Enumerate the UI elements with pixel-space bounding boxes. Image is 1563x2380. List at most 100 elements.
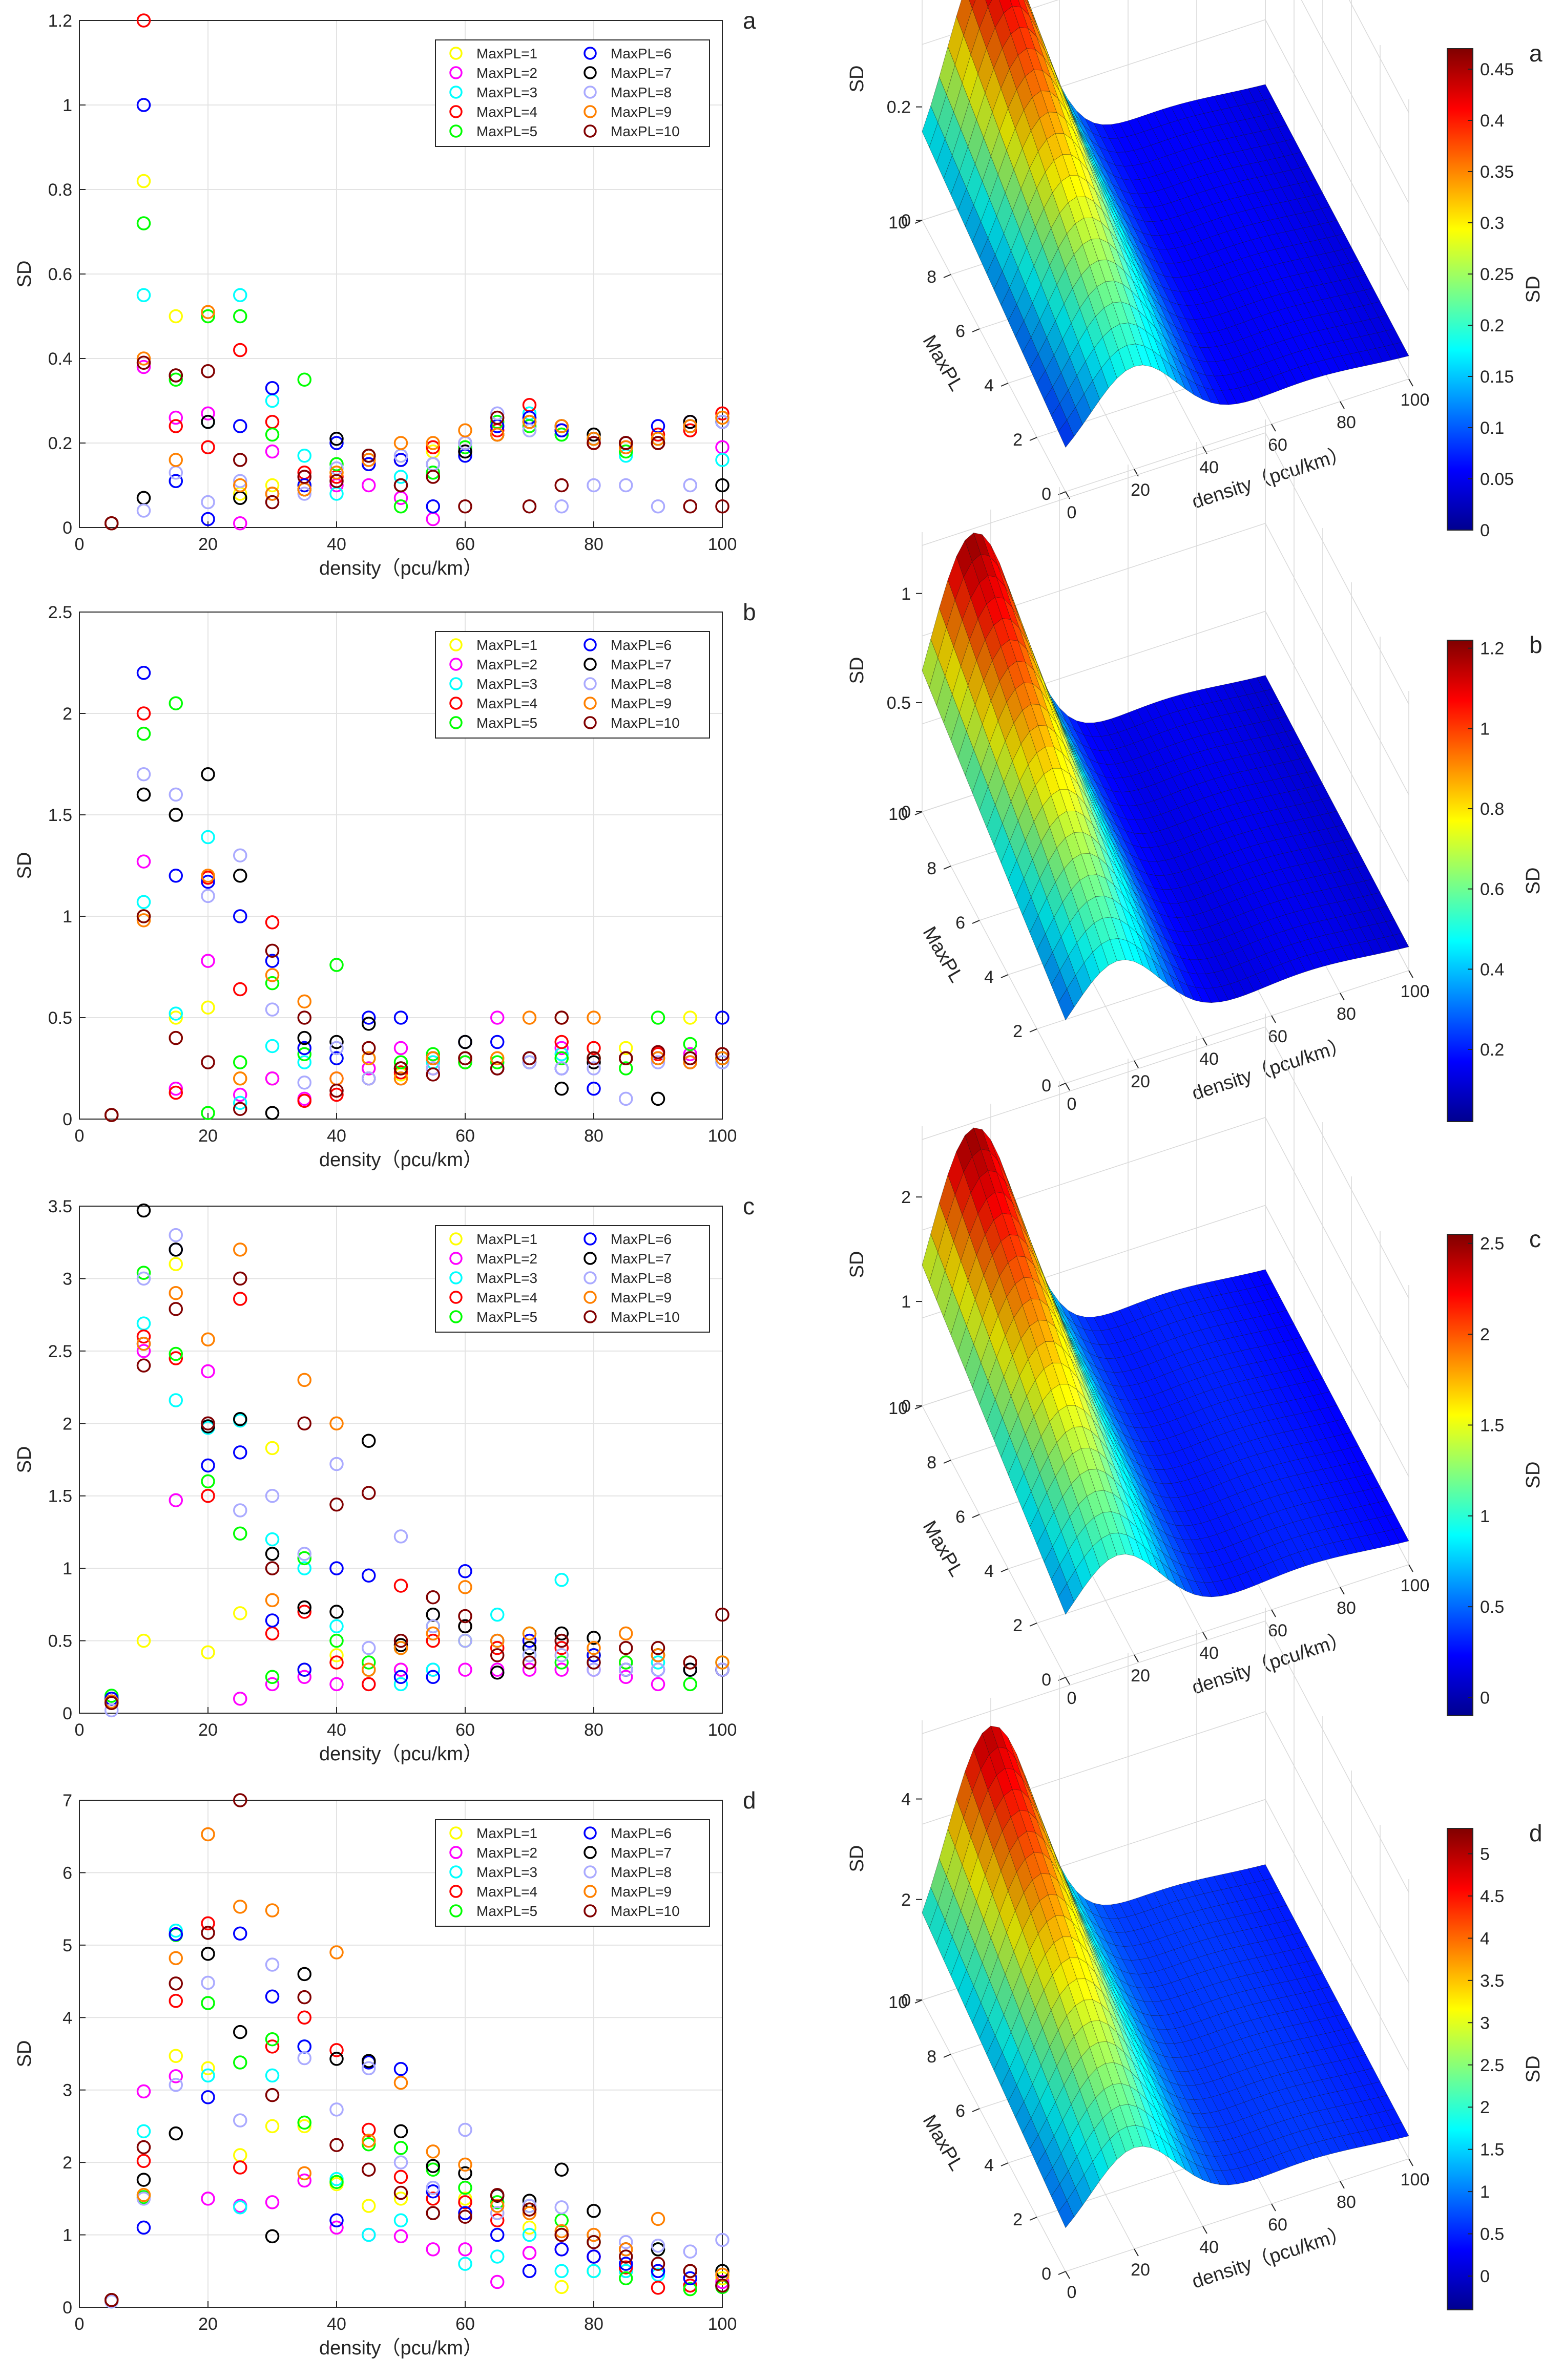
y-tick-label: 6 — [62, 1863, 72, 1883]
y-tick-label: 0 — [62, 1110, 72, 1129]
z-tick-label: 1 — [901, 584, 911, 604]
data-point — [265, 915, 280, 930]
legend-entry: MaxPL=10 — [611, 1309, 680, 1325]
colorbar-tick-label: 1.2 — [1480, 639, 1504, 659]
data-point — [201, 495, 215, 510]
legend-marker — [583, 677, 597, 690]
data-point — [587, 1051, 601, 1065]
x-tick — [1065, 2271, 1070, 2279]
x-tick-label: 60 — [455, 1720, 475, 1740]
data-point — [265, 381, 280, 395]
data-point — [715, 406, 730, 420]
data-point — [587, 478, 601, 493]
data-point — [136, 360, 151, 374]
data-point — [362, 1051, 376, 1065]
data-point — [362, 478, 376, 493]
legend-entry: MaxPL=9 — [611, 1884, 672, 1900]
data-point — [587, 1081, 601, 1096]
legend-entry: MaxPL=7 — [611, 657, 672, 672]
z-tick-label: 0.5 — [887, 693, 911, 713]
data-point — [683, 1051, 697, 1065]
x-tick-label: 80 — [1337, 1004, 1356, 1024]
data-point — [297, 372, 311, 387]
data-point — [715, 1055, 730, 1069]
legend-entry: MaxPL=2 — [476, 65, 537, 81]
data-point — [169, 419, 183, 433]
data-point — [393, 478, 408, 493]
data-point — [683, 1037, 697, 1051]
y-tick — [1029, 1623, 1037, 1627]
data-point — [393, 436, 408, 450]
legend-box — [435, 39, 710, 147]
data-point — [329, 466, 344, 480]
data-point — [683, 1055, 697, 1069]
data-point — [490, 406, 505, 420]
y-tick-label: 0.4 — [48, 349, 72, 369]
surface-patch — [1392, 342, 1409, 359]
y-tick — [943, 1460, 951, 1464]
legend-entry: MaxPL=5 — [476, 1903, 537, 1919]
z-axis-label: SD — [846, 657, 868, 684]
data-point — [136, 98, 151, 112]
data-point — [136, 895, 151, 910]
x-axis-label: density（pcu/km） — [319, 2337, 483, 2359]
legend-entry: MaxPL=2 — [476, 1251, 537, 1267]
colorbar-tick-label: 2 — [1480, 2098, 1490, 2117]
panel-label: b — [743, 599, 756, 625]
data-point — [297, 1030, 311, 1045]
data-point — [136, 355, 151, 370]
data-point — [265, 968, 280, 982]
y-tick-label: 8 — [927, 2047, 936, 2067]
data-point — [554, 1041, 569, 1056]
data-point — [169, 1010, 183, 1025]
z-tick-label: 2 — [901, 1890, 911, 1910]
data-point — [587, 427, 601, 442]
y-tick-label: 0.5 — [48, 1008, 72, 1028]
x-tick-label: 0 — [1067, 2283, 1077, 2302]
data-point — [233, 343, 247, 357]
legend-entry: MaxPL=10 — [611, 715, 680, 731]
x-tick-label: 0 — [1067, 1689, 1077, 1708]
y-tick — [1029, 437, 1037, 441]
x-tick-label: 0 — [1067, 1094, 1077, 1114]
data-point — [458, 440, 472, 454]
data-point — [683, 1010, 697, 1025]
data-point — [297, 1075, 311, 1090]
y-tick-label: 6 — [955, 2101, 965, 2121]
y-tick — [972, 2108, 980, 2112]
z-tick-label: 0 — [901, 1991, 911, 2010]
data-point — [329, 1087, 344, 1102]
colorbar-tick-label: 0.5 — [1480, 2225, 1504, 2244]
z-tick-label: 0 — [901, 211, 911, 230]
legend-entry: MaxPL=7 — [611, 65, 672, 81]
data-point — [329, 1035, 344, 1049]
y-tick-label: 0 — [62, 1704, 72, 1723]
data-point — [201, 954, 215, 968]
colorbar-label: SD — [1523, 276, 1544, 303]
data-point — [233, 1102, 247, 1116]
colorbar-label: SD — [1523, 868, 1544, 895]
legend-entry: MaxPL=2 — [476, 657, 537, 672]
x-tick-label: 100 — [1401, 2170, 1430, 2189]
y-tick — [1058, 2271, 1066, 2275]
data-point — [426, 1067, 440, 1082]
x-tick-label: 40 — [1199, 1644, 1219, 1663]
y-tick-label: 6 — [955, 1507, 965, 1527]
y-tick — [1001, 383, 1009, 387]
legend-marker — [449, 716, 463, 729]
data-point — [587, 1041, 601, 1056]
data-point — [587, 436, 601, 450]
data-point — [619, 1041, 633, 1056]
data-point — [136, 913, 151, 928]
data-point — [265, 1039, 280, 1054]
colorbar-tick-label: 0.2 — [1480, 1040, 1504, 1060]
data-point — [169, 696, 183, 710]
y-tick-label: 1 — [62, 96, 72, 115]
x-tick — [1065, 1083, 1070, 1091]
legend: MaxPL=1 MaxPL=2 MaxPL=3 MaxPL=4 MaxPL=5 MaxPL… — [435, 631, 710, 739]
y-tick-label: 8 — [927, 859, 936, 878]
data-point — [587, 1010, 601, 1025]
data-point — [201, 869, 215, 883]
